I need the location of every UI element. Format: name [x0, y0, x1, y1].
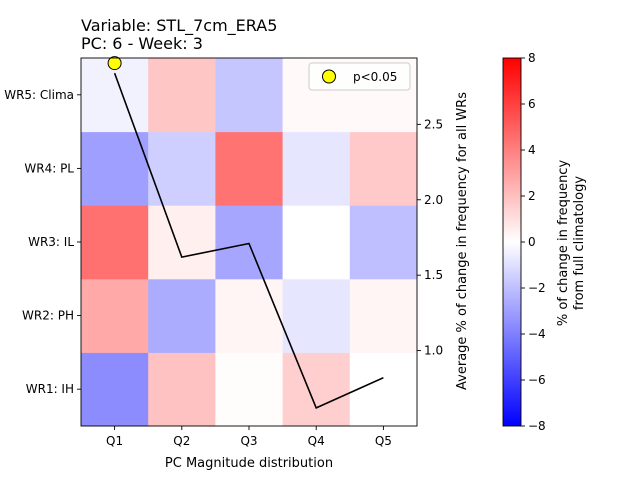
heatmap-cells — [81, 58, 418, 427]
colorbar-tick-label: 6 — [528, 97, 536, 111]
heatmap-cell — [148, 58, 216, 133]
legend-label: p<0.05 — [353, 70, 397, 84]
colorbar-tick-label: −6 — [528, 373, 546, 387]
colorbar-tick-label: −8 — [528, 419, 546, 433]
colorbar-tick-label: −4 — [528, 327, 546, 341]
x-tick-label: Q4 — [308, 434, 325, 448]
x-tick-label: Q5 — [375, 434, 392, 448]
heatmap-cell — [148, 352, 216, 427]
heatmap-cell — [215, 131, 284, 206]
right-tick-label: 2.5 — [424, 117, 443, 131]
heatmap-cell — [282, 278, 351, 353]
heatmap-cell — [148, 205, 216, 280]
heatmap-cell — [349, 131, 418, 206]
right-tick-label: 2.0 — [424, 193, 443, 207]
colorbar-label-line2: from full climatology — [572, 176, 587, 310]
x-tick-label: Q1 — [106, 434, 123, 448]
legend: p<0.05 — [308, 62, 411, 91]
heatmap-cell — [148, 131, 216, 206]
x-tick-label: Q3 — [240, 434, 257, 448]
heatmap-cell — [215, 352, 284, 427]
chart-title-line1: Variable: STL_7cm_ERA5 — [81, 16, 277, 36]
chart-title-line2: PC: 6 - Week: 3 — [81, 34, 203, 53]
y-tick-label: WR2: PH — [22, 309, 74, 323]
colorbar-tick-label: 2 — [528, 189, 536, 203]
line-overlay — [107, 56, 384, 409]
colorbar-tick-label: 0 — [528, 235, 536, 249]
heatmap-cell — [282, 131, 351, 206]
heatmap-cell — [81, 205, 149, 280]
right-tick-label: 1.0 — [424, 344, 443, 358]
right-tick-label: 1.5 — [424, 268, 443, 282]
legend-box — [308, 62, 411, 91]
heatmap-cell — [81, 352, 149, 427]
y-tick-label: WR1: IH — [26, 382, 74, 396]
colorbar-tick-label: −2 — [528, 281, 546, 295]
x-axis-label: PC Magnitude distribution — [165, 456, 333, 471]
y-tick-label: WR4: PL — [24, 161, 74, 175]
significance-marker — [107, 56, 122, 71]
heatmap-cell — [349, 278, 418, 353]
average-change-line — [113, 72, 384, 409]
colorbar-tick-label: 4 — [528, 143, 536, 157]
y-tick-label: WR3: IL — [28, 235, 74, 249]
axes: Q1 Q2 Q3 Q4 Q5 WR1: IH WR2: PH WR3: IL WR4: PL WR… — [4, 57, 443, 448]
heatmap-cell — [349, 352, 418, 427]
legend-marker — [322, 69, 336, 84]
right-axis-label: Average % of change in frequency for all… — [455, 92, 470, 390]
heatmap-cell — [148, 278, 216, 353]
colorbar-bar — [502, 57, 522, 427]
heatmap-cell — [282, 205, 351, 280]
heatmap-cell — [282, 352, 351, 427]
heatmap-cell — [215, 205, 284, 280]
colorbar-tick-label: 8 — [528, 51, 536, 65]
heatmap-cell — [215, 58, 284, 133]
heatmap-cell — [81, 131, 149, 206]
heatmap-cell — [81, 278, 149, 353]
heatmap-cell — [349, 205, 418, 280]
heatmap-cell — [215, 278, 284, 353]
y-tick-label: WR5: Clima — [4, 88, 74, 102]
x-tick-label: Q2 — [173, 434, 190, 448]
colorbar-label-line1: % of change in frequency — [556, 160, 571, 327]
colorbar: 8 6 4 2 0 −2 −4 −6 −8 — [502, 51, 546, 433]
heatmap-cell — [81, 58, 149, 133]
